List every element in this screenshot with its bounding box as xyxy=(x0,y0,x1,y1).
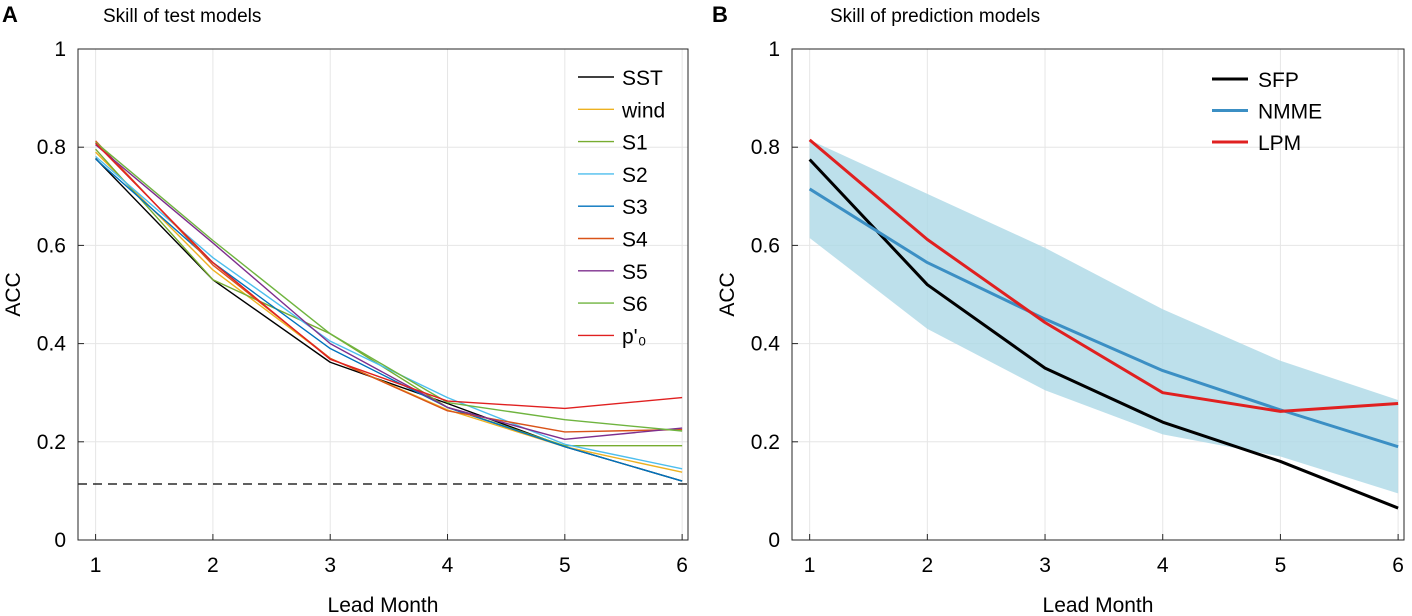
x-tick-label: 2 xyxy=(922,554,934,577)
axes-box xyxy=(77,48,689,541)
y-tick-label: 1 xyxy=(54,38,66,61)
x-tick-label: 3 xyxy=(324,554,336,577)
x-tick-label: 4 xyxy=(1157,554,1169,577)
x-tick-label: 6 xyxy=(1392,554,1404,577)
y-axis-label: ACC xyxy=(2,272,25,316)
y-tick-label: 0.8 xyxy=(37,136,66,159)
legend-label: wind xyxy=(621,99,665,122)
series-line-nmme xyxy=(808,187,1399,449)
panel-A: A Skill of test models 0 0.2 0.4 0.6 0.8 1 1 2 3 4 5… xyxy=(2,2,689,616)
x-tick-label: 6 xyxy=(676,554,688,577)
y-axis-label: ACC xyxy=(716,272,739,316)
y-tick-label: 0 xyxy=(54,529,66,552)
series-line-p xyxy=(95,142,683,410)
legend-label: LPM xyxy=(1258,132,1301,155)
y-tick-label: 0 xyxy=(768,529,780,552)
series-line-sfp xyxy=(808,158,1399,510)
grid xyxy=(78,48,688,541)
legend-label: SST xyxy=(622,67,663,90)
x-axis-label: Lead Month xyxy=(1043,594,1154,616)
legend-label: S4 xyxy=(622,229,648,252)
panel-title: Skill of prediction models xyxy=(830,6,1040,27)
axes-box xyxy=(791,48,1405,541)
series-line-s3 xyxy=(95,158,683,482)
legend-label: SFP xyxy=(1258,69,1299,92)
spread-band xyxy=(809,139,1399,494)
x-tick-label: 1 xyxy=(804,554,816,577)
legend-label: S5 xyxy=(622,261,648,284)
legend-label: p'₀ xyxy=(622,325,646,348)
x-axis-label: Lead Month xyxy=(328,594,439,616)
x-tick-label: 2 xyxy=(207,554,219,577)
y-tick-label: 1 xyxy=(768,38,780,61)
panel-letter: A xyxy=(2,2,18,27)
series-line-s1 xyxy=(95,148,683,447)
series-line-lpm xyxy=(808,138,1399,413)
y-tick-label: 0.8 xyxy=(751,136,780,159)
y-tick-label: 0.4 xyxy=(751,333,781,356)
legend-label: S1 xyxy=(622,132,648,155)
series-line-s4 xyxy=(95,140,683,433)
x-tick-label: 5 xyxy=(1275,554,1287,577)
series-line-s2 xyxy=(95,155,683,470)
x-tick-label: 4 xyxy=(442,554,454,577)
x-tick-label: 1 xyxy=(90,554,102,577)
panel-letter: B xyxy=(712,2,728,27)
x-tick-label: 5 xyxy=(559,554,571,577)
y-tick-label: 0.6 xyxy=(37,234,66,257)
legend-label: S6 xyxy=(622,293,648,316)
series-line-wind xyxy=(95,151,683,473)
legend: SFP NMME LPM xyxy=(1212,69,1322,155)
y-tick-label: 0.4 xyxy=(37,333,67,356)
legend-label: S3 xyxy=(622,196,648,219)
y-tick-label: 0.2 xyxy=(751,431,780,454)
series-line-s6 xyxy=(95,141,683,432)
panel-B: B Skill of prediction models 0 0.2 0.4 0.6 0.8… xyxy=(712,2,1405,616)
legend-label: NMME xyxy=(1258,101,1322,124)
x-tick-label: 3 xyxy=(1039,554,1051,577)
y-tick-label: 0.6 xyxy=(751,234,780,257)
panel-title: Skill of test models xyxy=(103,6,261,27)
legend: SST wind S1 S2 S3 S4 S5 S6 p'₀ xyxy=(578,67,665,348)
series-line-s5 xyxy=(95,144,683,441)
y-tick-label: 0.2 xyxy=(37,431,66,454)
legend-label: S2 xyxy=(622,164,648,187)
